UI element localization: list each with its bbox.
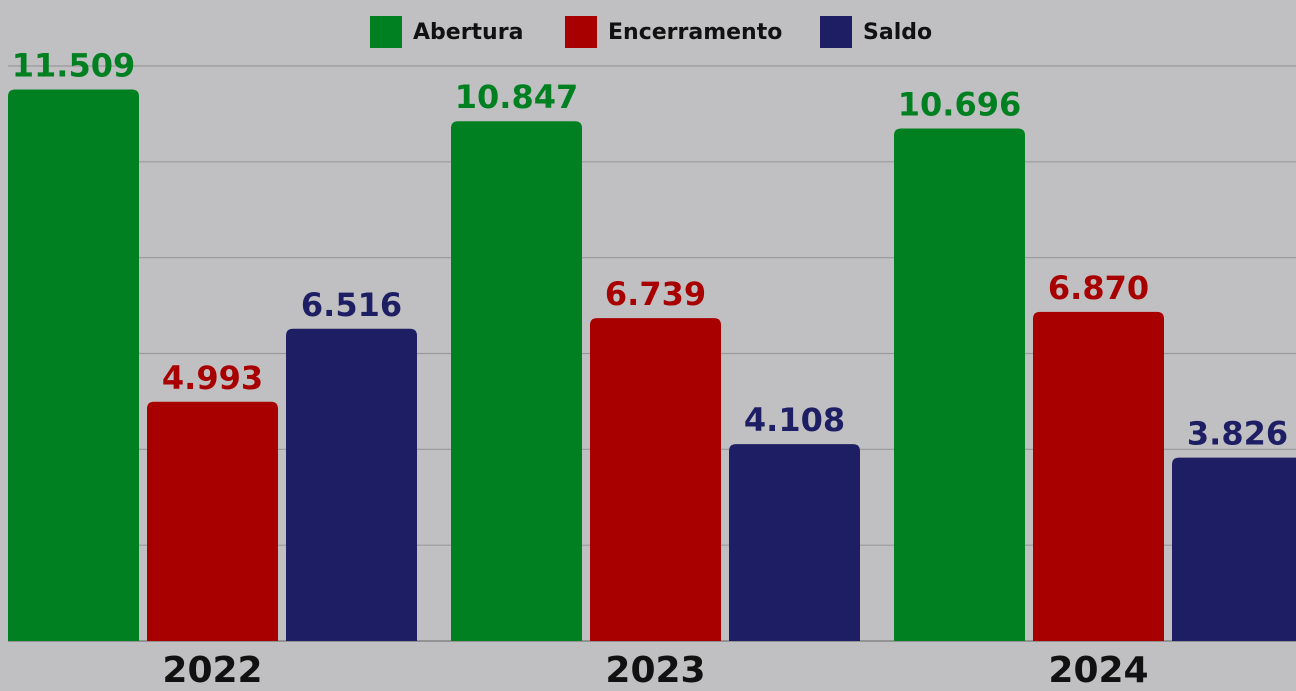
value-label: 10.847 (455, 78, 578, 116)
bar (1172, 457, 1296, 641)
value-label: 6.870 (1048, 269, 1149, 307)
bar (590, 318, 721, 641)
legend-swatch (370, 16, 402, 48)
value-label: 3.826 (1187, 415, 1288, 453)
x-tick-label: 2022 (162, 650, 262, 691)
bar (1033, 311, 1164, 641)
legend-swatch (565, 16, 597, 48)
value-label: 6.739 (605, 275, 706, 313)
bar (147, 401, 278, 641)
legend-label: Saldo (863, 20, 932, 45)
legend-swatch (820, 16, 852, 48)
bar (729, 444, 860, 641)
value-label: 4.993 (162, 359, 263, 397)
bar (8, 89, 139, 641)
legend-label: Encerramento (608, 20, 782, 45)
legend-label: Abertura (413, 20, 523, 45)
value-label: 4.108 (744, 401, 845, 439)
value-label: 6.516 (301, 286, 402, 324)
bar (286, 328, 417, 641)
bar (894, 128, 1025, 641)
bar (451, 121, 582, 641)
value-label: 10.696 (898, 85, 1021, 123)
x-tick-label: 2023 (605, 650, 705, 691)
x-tick-label: 2024 (1048, 650, 1148, 691)
value-label: 11.509 (12, 47, 135, 85)
